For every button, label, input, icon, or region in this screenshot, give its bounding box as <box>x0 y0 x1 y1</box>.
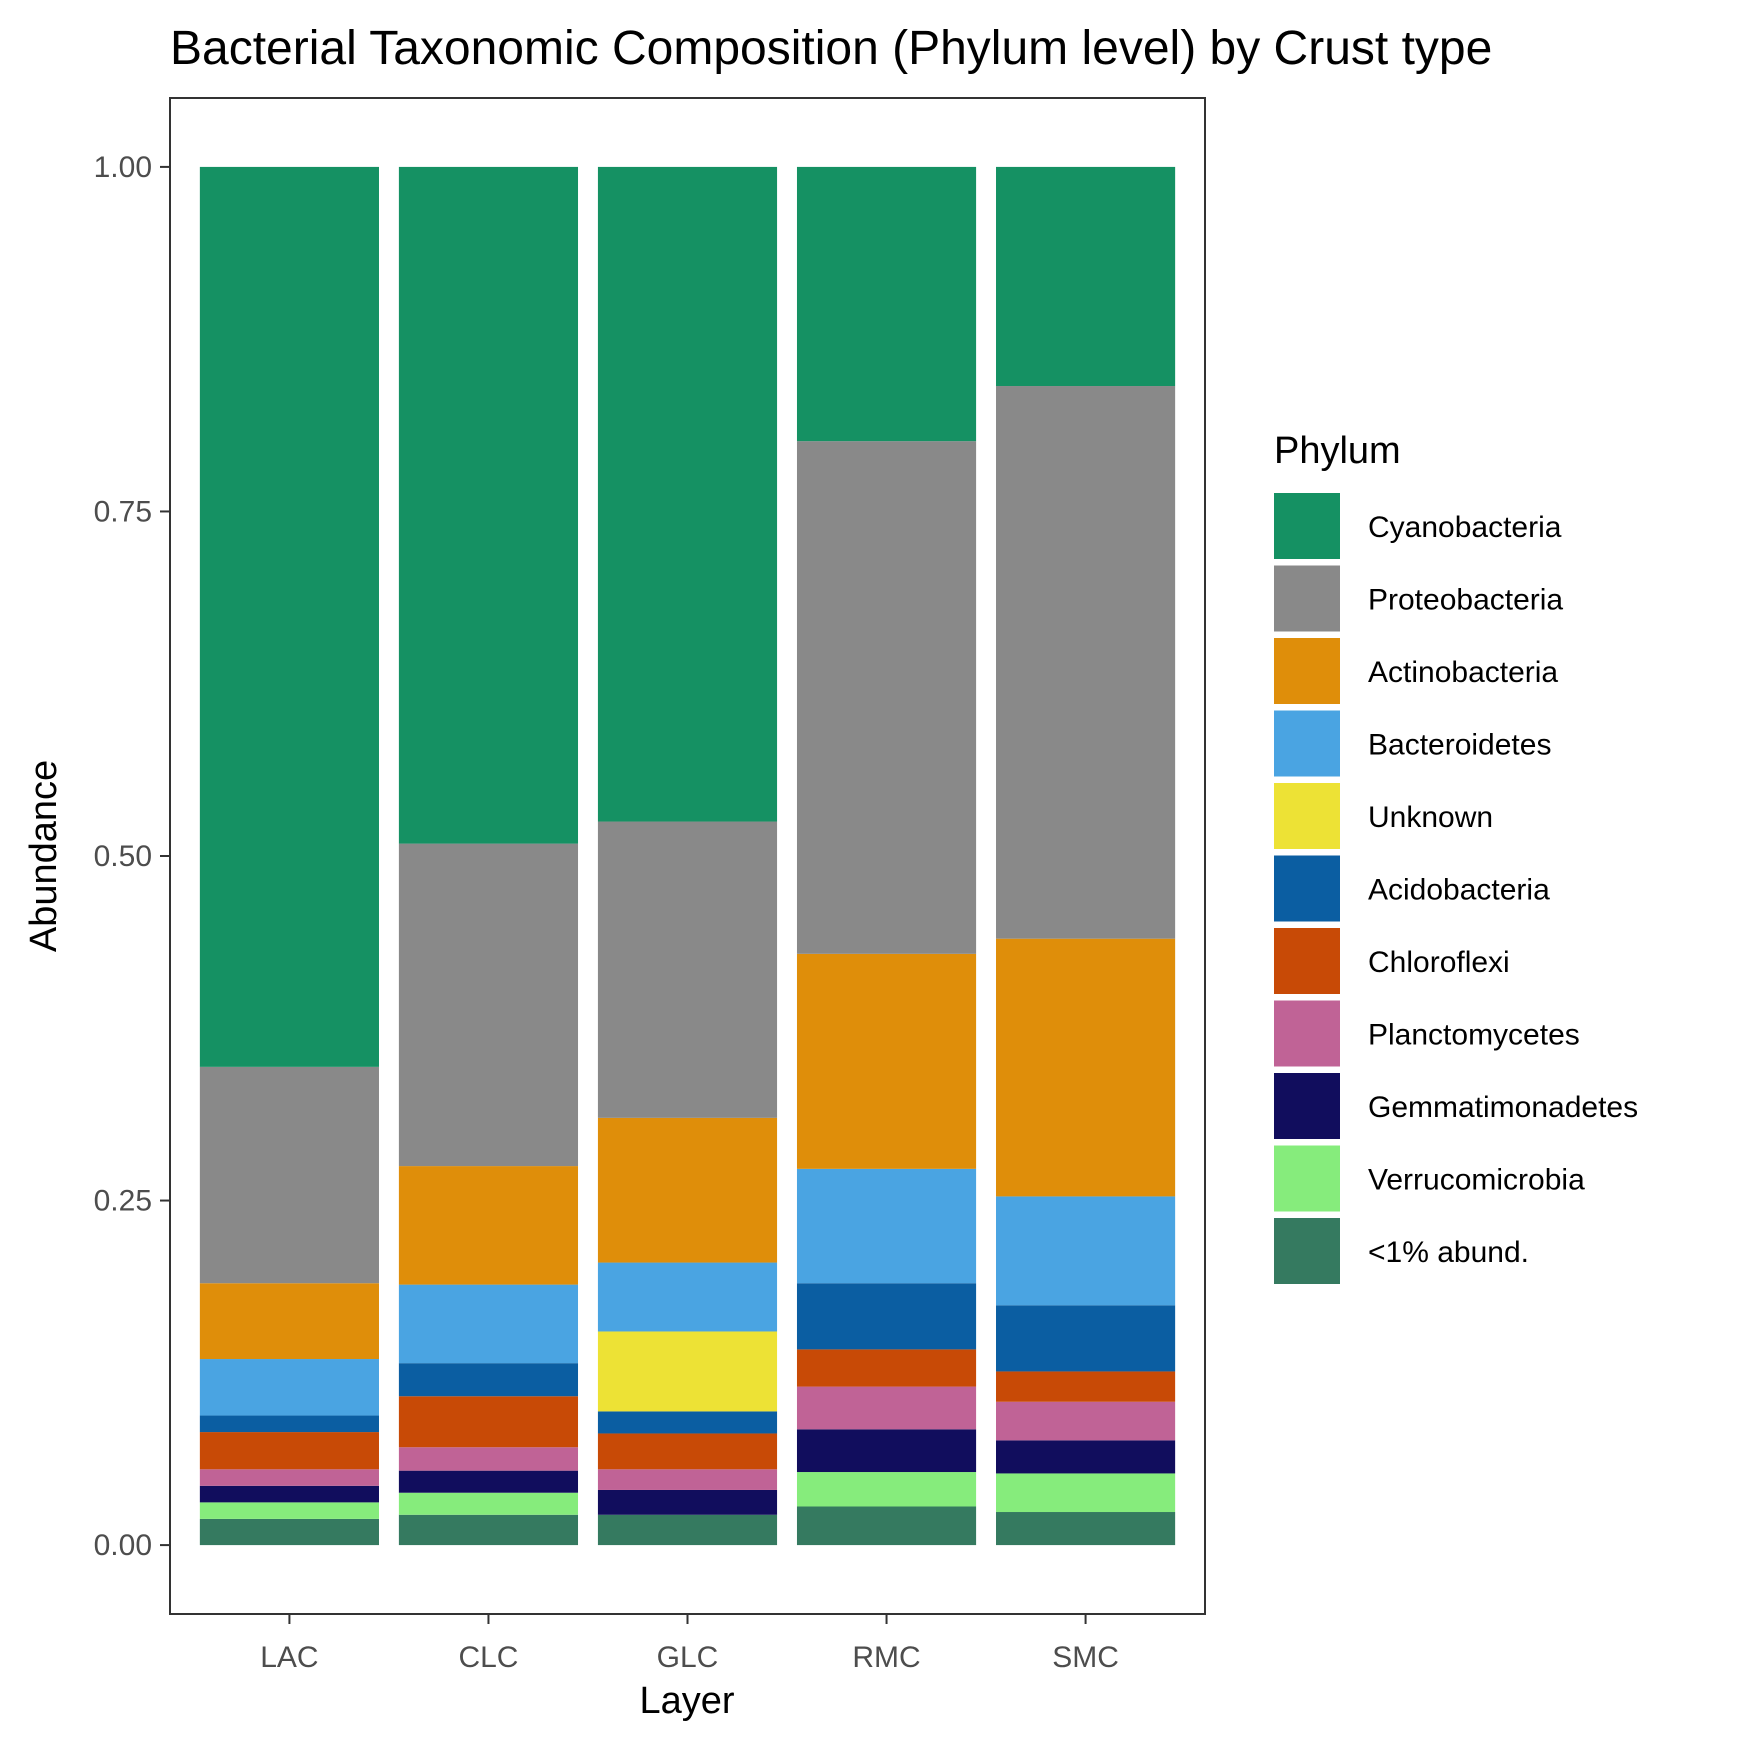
x-axis: LAC CLC GLC RMC SMC <box>260 1614 1119 1674</box>
y-tick-label: 0.00 <box>94 1529 152 1562</box>
bar-clc-actinobacteria <box>398 1166 579 1285</box>
y-tick-label: 0.75 <box>94 495 152 528</box>
bar-smc-cyanobacteria <box>996 166 1176 387</box>
bar-smc-gemmatimonadetes <box>996 1440 1176 1474</box>
bar-clc-cyanobacteria <box>398 166 579 844</box>
bar-glc-proteobacteria <box>597 821 778 1118</box>
legend-key-unknown <box>1274 783 1340 849</box>
legend-label-chloroflexi: Chloroflexi <box>1368 946 1510 979</box>
bar-smc-acidobacteria <box>996 1305 1176 1372</box>
bar-lac-gemmatimonadetes <box>199 1485 379 1503</box>
legend-key-1-abund <box>1274 1218 1340 1284</box>
bar-clc-gemmatimonadetes <box>398 1470 579 1493</box>
bar-smc-verrucomicrobia <box>996 1473 1176 1513</box>
x-tick-label-lac: LAC <box>260 1641 318 1674</box>
bar-rmc-chloroflexi <box>796 1349 977 1387</box>
bar-lac-1-abund <box>199 1518 379 1546</box>
legend-label-verrucomicrobia: Verrucomicrobia <box>1368 1164 1585 1197</box>
legend-key-verrucomicrobia <box>1274 1145 1340 1212</box>
legend-key-bacteroidetes <box>1274 710 1340 777</box>
legend-label-gemmatimonadetes: Gemmatimonadetes <box>1368 1091 1638 1124</box>
bars-group <box>199 166 1176 1546</box>
bar-clc-planctomycetes <box>398 1447 579 1471</box>
bar-rmc-actinobacteria <box>796 953 977 1169</box>
legend-label-bacteroidetes: Bacteroidetes <box>1368 729 1551 762</box>
bar-clc-chloroflexi <box>398 1396 579 1448</box>
bar-smc-proteobacteria <box>996 386 1176 939</box>
bar-glc-gemmatimonadetes <box>597 1489 778 1515</box>
bar-lac-chloroflexi <box>199 1432 379 1470</box>
bar-glc-planctomycetes <box>597 1469 778 1490</box>
bar-glc-1-abund <box>597 1514 778 1546</box>
x-tick-label-smc: SMC <box>1052 1641 1119 1674</box>
bar-glc-chloroflexi <box>597 1433 778 1470</box>
bar-smc-planctomycetes <box>996 1401 1176 1441</box>
bar-rmc-verrucomicrobia <box>796 1472 977 1507</box>
bar-lac-proteobacteria <box>199 1066 379 1284</box>
bar-glc-unknown <box>597 1331 778 1412</box>
legend-label-1-abund: <1% abund. <box>1368 1236 1529 1269</box>
bar-lac-verrucomicrobia <box>199 1502 379 1519</box>
bar-glc-actinobacteria <box>597 1117 778 1263</box>
bar-smc-bacteroidetes <box>996 1196 1176 1306</box>
bar-clc-verrucomicrobia <box>398 1492 579 1515</box>
legend-key-chloroflexi <box>1274 928 1340 994</box>
legend-key-proteobacteria <box>1274 565 1340 632</box>
bar-smc-1-abund <box>996 1512 1176 1546</box>
bar-rmc-cyanobacteria <box>796 166 977 442</box>
x-axis-title: Layer <box>639 1680 734 1722</box>
x-tick-label-glc: GLC <box>657 1641 719 1674</box>
legend-label-acidobacteria: Acidobacteria <box>1368 874 1550 907</box>
bar-rmc-acidobacteria <box>796 1283 977 1350</box>
bar-rmc-planctomycetes <box>796 1386 977 1430</box>
y-axis: 0.00 0.25 0.50 0.75 1.00 <box>94 151 170 1562</box>
y-tick-label: 1.00 <box>94 151 152 184</box>
bar-glc-acidobacteria <box>597 1411 778 1434</box>
legend-key-actinobacteria <box>1274 638 1340 704</box>
bar-lac-actinobacteria <box>199 1283 379 1360</box>
bar-rmc-bacteroidetes <box>796 1168 977 1284</box>
legend-key-gemmatimonadetes <box>1274 1073 1340 1139</box>
bar-lac-planctomycetes <box>199 1469 379 1486</box>
legend-label-planctomycetes: Planctomycetes <box>1368 1019 1580 1052</box>
bar-lac-cyanobacteria <box>199 166 379 1067</box>
bar-clc-proteobacteria <box>398 843 579 1167</box>
bar-smc-actinobacteria <box>996 938 1176 1197</box>
x-tick-label-clc: CLC <box>458 1641 518 1674</box>
legend: Phylum Cyanobacteria Proteobacteria Actino… <box>1274 430 1638 1284</box>
legend-label-proteobacteria: Proteobacteria <box>1368 584 1563 617</box>
y-tick-label: 0.50 <box>94 840 152 873</box>
bar-rmc-proteobacteria <box>796 441 977 954</box>
bar-clc-1-abund <box>398 1514 579 1546</box>
legend-label-cyanobacteria: Cyanobacteria <box>1368 511 1562 544</box>
legend-label-actinobacteria: Actinobacteria <box>1368 656 1558 689</box>
legend-title: Phylum <box>1274 430 1401 472</box>
legend-key-cyanobacteria <box>1274 493 1340 559</box>
bar-clc-bacteroidetes <box>398 1284 579 1364</box>
legend-label-unknown: Unknown <box>1368 801 1493 834</box>
bar-lac-acidobacteria <box>199 1415 379 1433</box>
bar-clc-acidobacteria <box>398 1363 579 1397</box>
bar-rmc-1-abund <box>796 1506 977 1546</box>
bar-rmc-gemmatimonadetes <box>796 1429 977 1473</box>
legend-key-acidobacteria <box>1274 855 1340 922</box>
bar-glc-cyanobacteria <box>597 166 778 822</box>
legend-key-planctomycetes <box>1274 1000 1340 1067</box>
x-tick-label-rmc: RMC <box>852 1641 920 1674</box>
chart-title: Bacterial Taxonomic Composition (Phylum … <box>170 22 1492 75</box>
bar-lac-bacteroidetes <box>199 1359 379 1416</box>
bar-glc-bacteroidetes <box>597 1262 778 1332</box>
y-tick-label: 0.25 <box>94 1185 152 1218</box>
y-axis-title: Abundance <box>23 760 65 952</box>
bar-smc-chloroflexi <box>996 1371 1176 1402</box>
